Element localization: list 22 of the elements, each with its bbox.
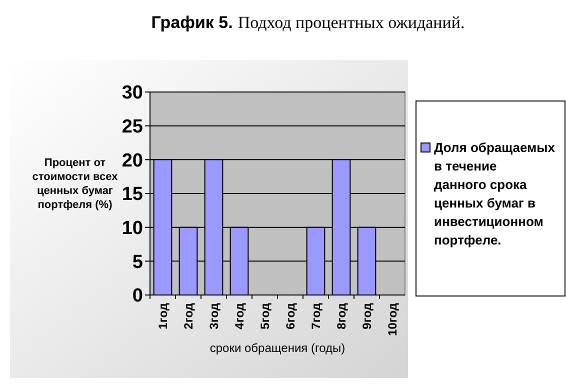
- y-tick-label: 30: [122, 82, 143, 104]
- y-tick-label: 15: [122, 184, 144, 206]
- x-tick-label: 1год: [156, 302, 170, 330]
- x-tick-label: 3год: [206, 302, 221, 330]
- legend-label: Доля обращаемых в течение данного срока ценных бумаг в инвестиционном портфеле.: [434, 140, 556, 248]
- x-tick-label: 4год: [232, 302, 246, 330]
- y-tick-label: 20: [122, 150, 143, 172]
- x-tick-label: 10год: [385, 302, 400, 336]
- y-axis-title: Процент от стоимости всех ценных бумаг портфеля (%): [32, 157, 119, 211]
- chart-title: График 5.: [151, 13, 233, 32]
- x-tick-label: 7год: [308, 302, 323, 330]
- x-tick-label: 5год: [258, 302, 272, 330]
- x-tick-label: 2год: [181, 302, 196, 330]
- x-tick-label: 6год: [283, 302, 298, 330]
- x-axis-title: сроки обращения (годы): [210, 341, 346, 355]
- x-tick-label: 9год: [360, 302, 374, 330]
- y-tick-label: 5: [132, 252, 144, 273]
- y-tick-label: 25: [122, 116, 144, 138]
- y-tick-label: 0: [132, 286, 143, 307]
- chart-subtitle: Подход процентных ожиданий.: [238, 13, 465, 32]
- y-tick-label: 10: [122, 218, 143, 239]
- x-tick-label: 8год: [334, 302, 348, 330]
